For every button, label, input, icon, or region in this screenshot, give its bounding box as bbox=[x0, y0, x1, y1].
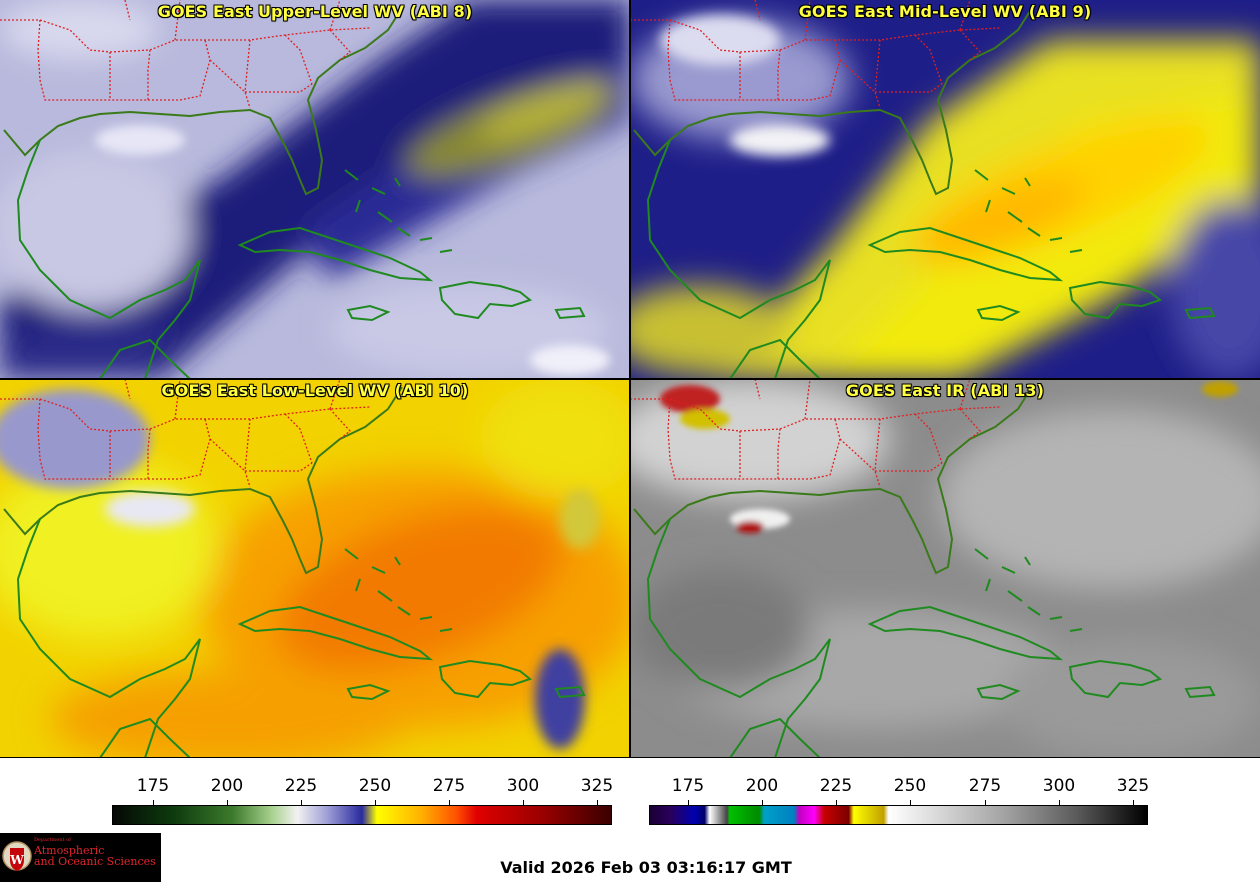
colorbar-ir-tick-label: 275 bbox=[968, 776, 1002, 796]
panel-bottom-border bbox=[0, 757, 1260, 758]
colorbar-wv-tick bbox=[227, 800, 228, 805]
colorbar-wv-tick-label: 250 bbox=[358, 776, 392, 796]
logo-line-atmospheric: Atmospheric bbox=[34, 844, 105, 857]
colorbar-ir-tick-label: 250 bbox=[893, 776, 927, 796]
colorbar-ir-tick-label: 225 bbox=[819, 776, 853, 796]
panel-ir: GOES East IR (ABI 13) bbox=[630, 379, 1260, 758]
colorbar-ir-tick bbox=[1059, 800, 1060, 805]
colorbar-ir-tick-label: 200 bbox=[745, 776, 779, 796]
colorbar-ir-tick-label: 175 bbox=[671, 776, 705, 796]
colorbar-wv-tick bbox=[301, 800, 302, 805]
colorbar-wv-tick bbox=[597, 800, 598, 805]
low-level-wv-image bbox=[0, 379, 630, 758]
colorbar-ir-tick bbox=[762, 800, 763, 805]
aos-logo: W Department of Atmospheric and Oceanic … bbox=[0, 833, 161, 882]
colorbar-wv-tick-label: 225 bbox=[284, 776, 318, 796]
uw-seal-icon: W bbox=[2, 841, 32, 871]
colorbar-wv-tick bbox=[523, 800, 524, 805]
colorbar-ir-tick bbox=[688, 800, 689, 805]
ir-image bbox=[630, 379, 1260, 758]
mid-level-wv-image bbox=[630, 0, 1260, 379]
colorbar-ir-tick bbox=[1133, 800, 1134, 805]
colorbar-wv-tick-label: 200 bbox=[210, 776, 244, 796]
colorbar-wv-tick-label: 325 bbox=[580, 776, 614, 796]
colorbar-infrared bbox=[649, 805, 1148, 825]
colorbar-wv-tick bbox=[375, 800, 376, 805]
colorbar-wv-tick bbox=[153, 800, 154, 805]
panel-upper-level-wv: GOES East Upper-Level WV (ABI 8) bbox=[0, 0, 630, 379]
colorbar-wv-tick bbox=[449, 800, 450, 805]
upper-level-wv-image bbox=[0, 0, 630, 379]
colorbar-wv-tick-label: 175 bbox=[136, 776, 170, 796]
panel-divider-horizontal bbox=[0, 378, 1260, 380]
colorbar-water-vapor bbox=[112, 805, 612, 825]
colorbar-ir-tick bbox=[985, 800, 986, 805]
colorbar-ir-tick bbox=[910, 800, 911, 805]
panel-title-low: GOES East Low-Level WV (ABI 10) bbox=[161, 381, 469, 400]
colorbar-wv-tick-label: 275 bbox=[432, 776, 466, 796]
colorbar-ir-tick-label: 300 bbox=[1042, 776, 1076, 796]
colorbar-ir-tick-label: 325 bbox=[1116, 776, 1150, 796]
valid-time: Valid 2026 Feb 03 03:16:17 GMT bbox=[500, 858, 792, 877]
panel-title-mid: GOES East Mid-Level WV (ABI 9) bbox=[798, 2, 1092, 21]
svg-text:W: W bbox=[9, 853, 24, 867]
colorbar-ir-tick bbox=[836, 800, 837, 805]
panel-mid-level-wv: GOES East Mid-Level WV (ABI 9) bbox=[630, 0, 1260, 379]
logo-dept-line: Department of bbox=[34, 837, 71, 843]
panel-title-upper: GOES East Upper-Level WV (ABI 8) bbox=[157, 2, 473, 21]
logo-line-oceanic: and Oceanic Sciences bbox=[34, 855, 156, 868]
panel-low-level-wv: GOES East Low-Level WV (ABI 10) bbox=[0, 379, 630, 758]
colorbar-wv-tick-label: 300 bbox=[506, 776, 540, 796]
panel-title-ir: GOES East IR (ABI 13) bbox=[845, 381, 1045, 400]
